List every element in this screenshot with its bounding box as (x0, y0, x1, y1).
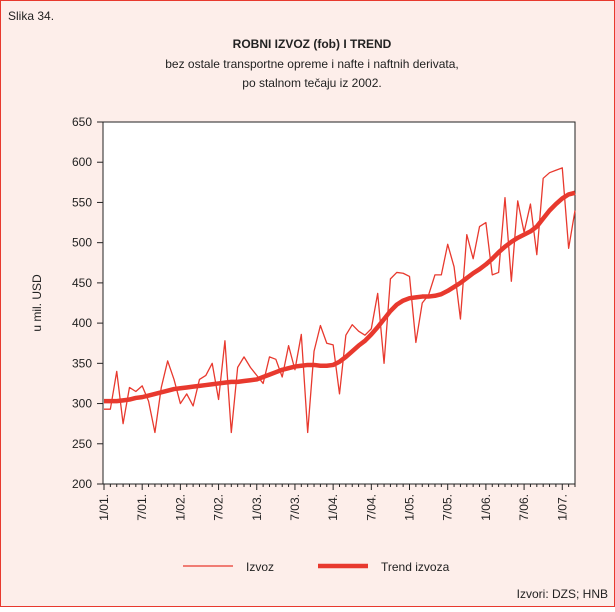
y-tick-label: 250 (72, 437, 92, 451)
y-tick-label: 450 (72, 276, 92, 290)
legend-label: Izvoz (246, 560, 274, 574)
x-tick-label: 7/05. (441, 494, 455, 521)
chart-title: ROBNI IZVOZ (fob) I TREND (233, 37, 392, 51)
x-tick-label: 7/02. (212, 494, 226, 521)
plot-area (102, 121, 576, 485)
y-tick-label: 300 (72, 397, 92, 411)
y-tick-label: 550 (72, 195, 92, 209)
source: Izvori: DZS; HNB (517, 587, 608, 601)
y-tick-label: 350 (72, 356, 92, 370)
x-tick-label: 1/02. (173, 494, 187, 521)
x-tick-label: 1/07. (555, 494, 569, 521)
y-tick-label: 400 (72, 316, 92, 330)
series-line (104, 190, 576, 404)
x-tick-label: 1/05. (403, 494, 417, 521)
legend-label: Trend izvoza (381, 560, 450, 574)
x-tick-label: 1/03. (250, 494, 264, 521)
figure-label: Slika 34. (8, 9, 54, 23)
x-tick-label: 7/01. (135, 494, 149, 521)
x-tick-label: 7/04. (364, 494, 378, 521)
x-tick-label: 1/01. (97, 494, 111, 521)
y-tick-label: 650 (72, 115, 92, 129)
series-line (104, 167, 576, 434)
subtitle: po stalnom tečaju iz 2002. (242, 76, 381, 90)
x-tick-label: 7/06. (517, 494, 531, 521)
x-tick-label: 7/03. (288, 494, 302, 521)
y-tick-label: 500 (72, 236, 92, 250)
subtitle: bez ostale transportne opreme i nafte i … (165, 57, 459, 71)
y-tick-label: 200 (72, 477, 92, 491)
x-tick-label: 1/04. (326, 494, 340, 521)
y-axis-label: u mil. USD (30, 274, 44, 332)
y-tick-label: 600 (72, 155, 92, 169)
x-tick-label: 1/06. (479, 494, 493, 521)
